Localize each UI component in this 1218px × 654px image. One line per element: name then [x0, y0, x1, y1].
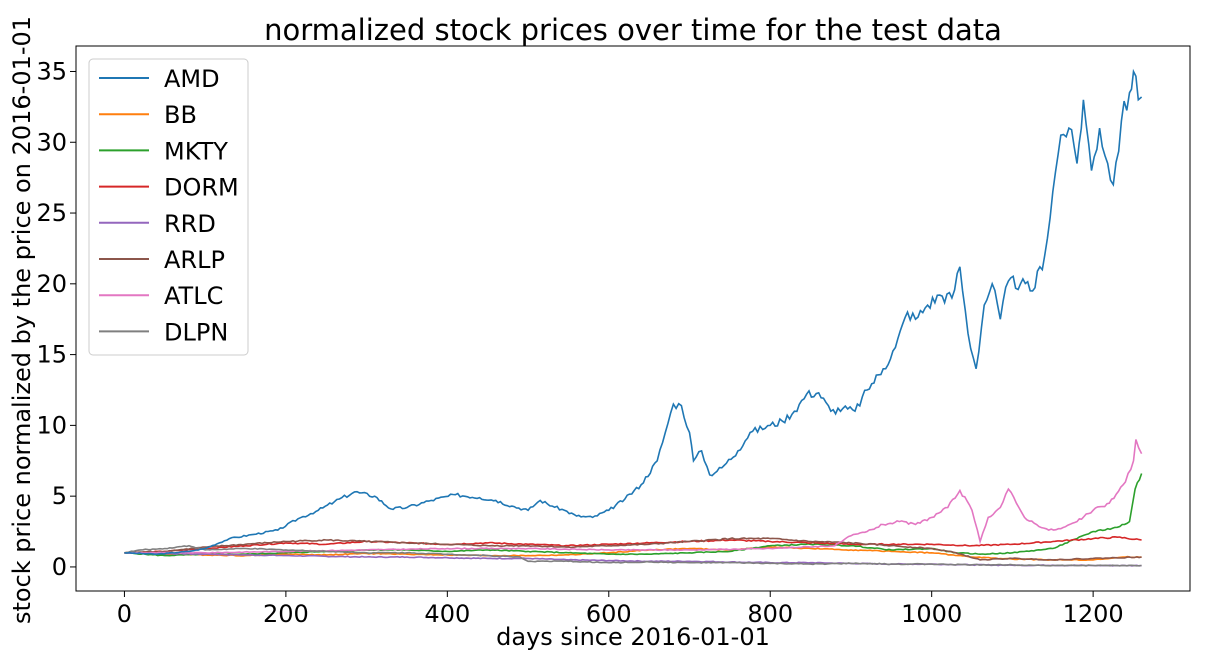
y-axis-label: stock price normalized by the price on 2…: [8, 16, 36, 624]
series-line-atlc: [124, 439, 1143, 554]
plot-area: [124, 68, 1143, 567]
legend-label: ARLP: [164, 246, 225, 274]
legend-label: MKTY: [164, 137, 228, 165]
x-tick-label: 600: [586, 600, 632, 628]
legend-label: BB: [164, 101, 197, 129]
x-tick-label: 200: [263, 600, 309, 628]
y-tick-label: 15: [36, 341, 67, 369]
x-tick-label: 1000: [901, 600, 962, 628]
chart-title: normalized stock prices over time for th…: [264, 13, 1002, 47]
y-tick-label: 35: [36, 57, 67, 85]
series-line-dlpn: [124, 544, 1142, 567]
legend-box: [88, 58, 249, 356]
plot-frame: [75, 45, 1191, 592]
legend-label: AMD: [164, 65, 220, 93]
y-tick-label: 25: [36, 199, 67, 227]
x-axis-ticks: 0 200 400 600 800 1000 1200: [117, 591, 1124, 628]
y-tick-label: 30: [36, 128, 67, 156]
x-tick-label: 1200: [1063, 600, 1124, 628]
y-tick-label: 10: [36, 411, 67, 439]
series-line-arlp: [124, 537, 1142, 561]
x-tick-label: 800: [747, 600, 793, 628]
legend-label: DORM: [164, 174, 239, 202]
legend-label: ATLC: [164, 282, 223, 310]
legend-label: RRD: [164, 210, 216, 238]
y-tick-label: 0: [52, 553, 67, 581]
legend: AMD BB MKTY DORM RRD ARLP ATLC DLPN: [88, 58, 249, 356]
x-tick-label: 400: [424, 600, 470, 628]
legend-label: DLPN: [164, 318, 228, 346]
series-line-mkty: [124, 473, 1143, 557]
x-axis-label: days since 2016-01-01: [496, 623, 770, 651]
series-line-amd: [124, 68, 1143, 555]
y-tick-label: 20: [36, 270, 67, 298]
y-axis-ticks: 0 5 10 15 20 25 30 35: [36, 57, 76, 581]
y-tick-label: 5: [52, 482, 67, 510]
x-tick-label: 0: [117, 600, 132, 628]
